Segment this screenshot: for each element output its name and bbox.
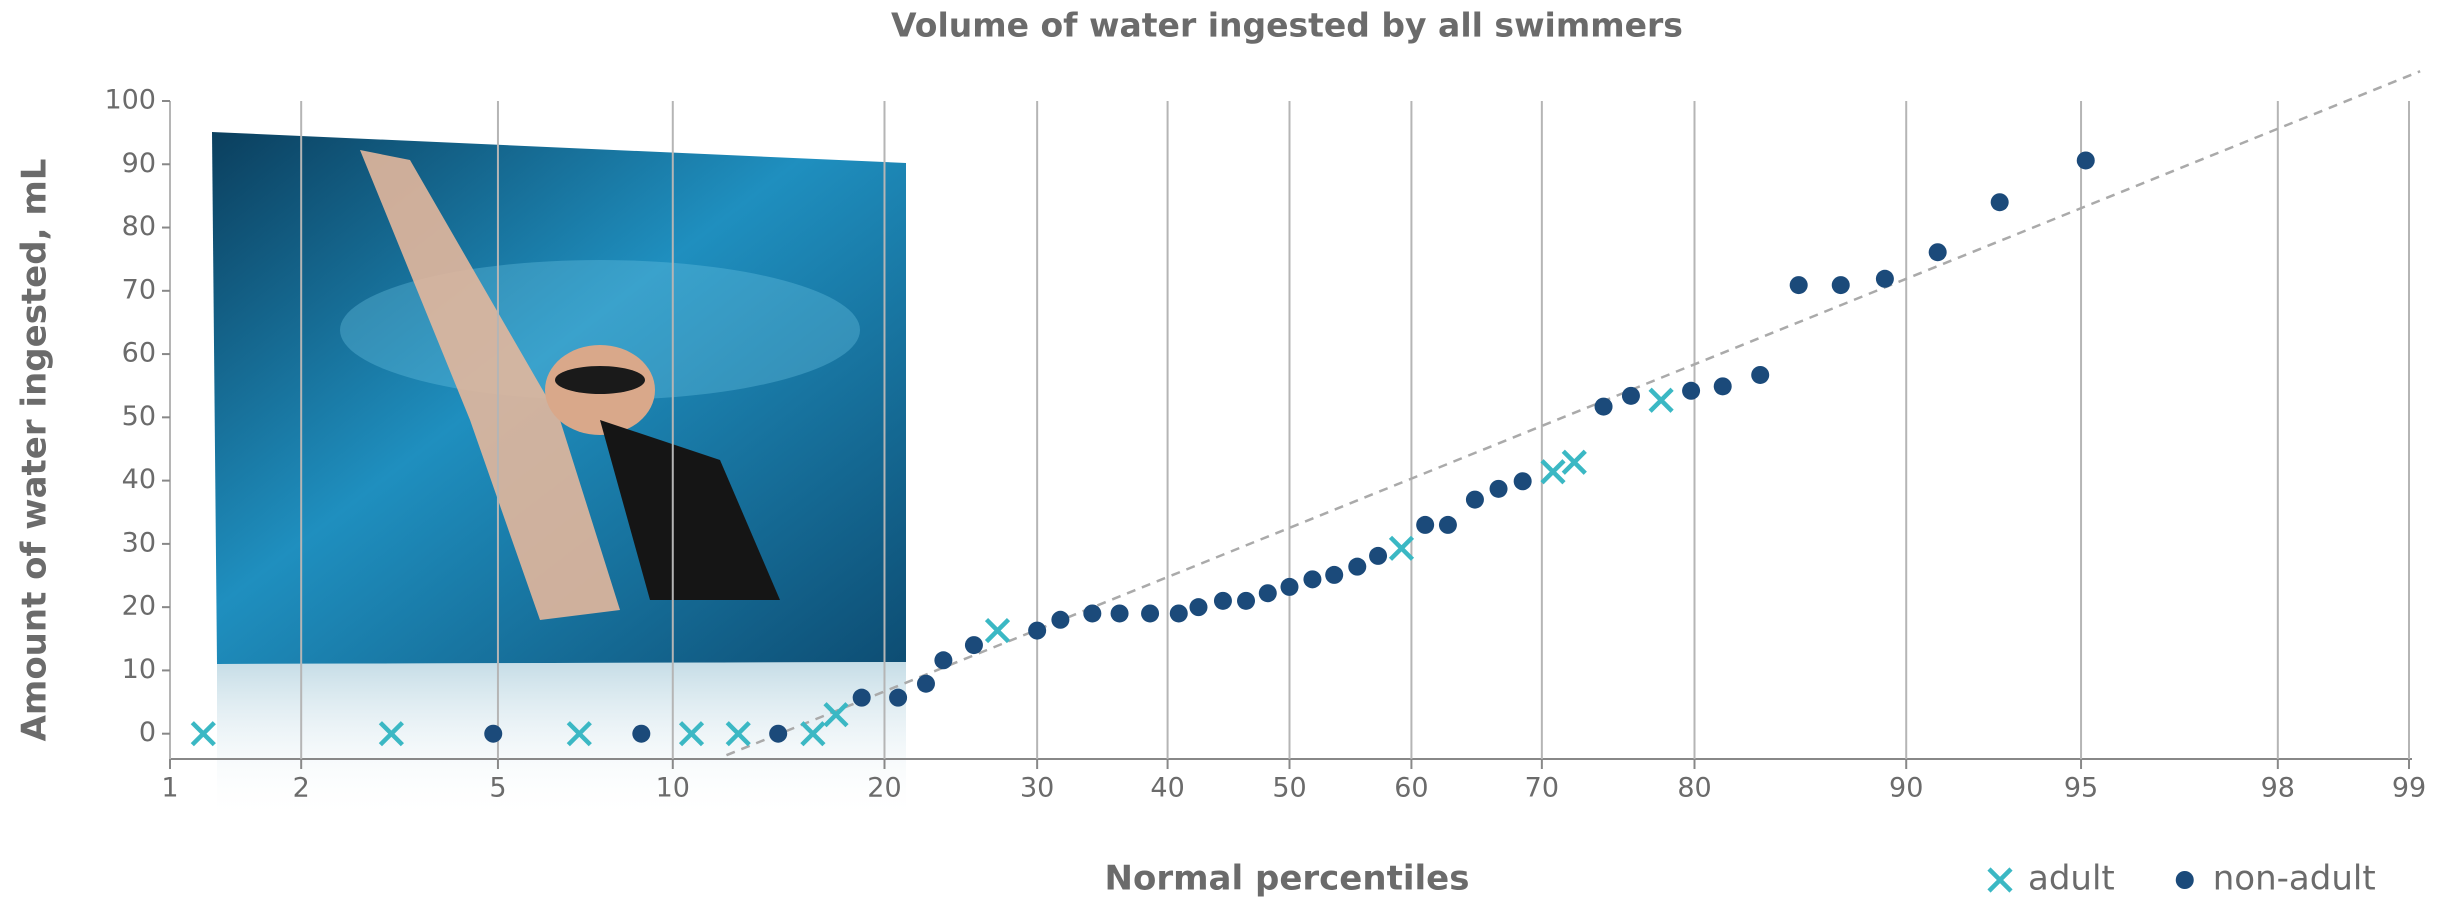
data-point — [1490, 480, 1508, 498]
data-point — [1325, 566, 1343, 584]
data-point — [1514, 472, 1532, 490]
y-tick-label: 30 — [122, 527, 156, 558]
data-point — [1876, 270, 1894, 288]
data-point — [987, 620, 1009, 642]
y-tick-label: 90 — [122, 148, 156, 179]
data-point — [1348, 558, 1366, 576]
data-point — [1214, 592, 1232, 610]
data-point — [1390, 537, 1412, 559]
chart: Volume of water ingested by all swimmers… — [0, 0, 2440, 900]
x-tick-label: 95 — [2064, 773, 2098, 804]
data-point — [1141, 604, 1159, 622]
trend-line — [726, 71, 2420, 755]
data-point — [1714, 377, 1732, 395]
x-tick-label: 5 — [489, 773, 506, 804]
data-point — [934, 651, 952, 669]
y-tick-label: 0 — [139, 717, 156, 748]
data-point — [1542, 461, 1564, 483]
legend-marker — [2176, 871, 2194, 889]
data-point — [484, 725, 502, 743]
data-point — [1929, 243, 1947, 261]
data-point — [1051, 611, 1069, 629]
data-point — [1832, 276, 1850, 294]
data-point — [1466, 491, 1484, 509]
x-tick-label: 90 — [1889, 773, 1923, 804]
legend-label: non-adult — [2213, 859, 2376, 899]
x-tick-label: 2 — [293, 773, 310, 804]
data-point — [1281, 578, 1299, 596]
data-point — [1170, 604, 1188, 622]
y-tick-label: 10 — [122, 654, 156, 685]
data-point — [1991, 193, 2009, 211]
y-tick-label: 70 — [122, 274, 156, 305]
data-point — [889, 689, 907, 707]
x-tick-label: 50 — [1272, 773, 1306, 804]
y-tick-label: 20 — [122, 591, 156, 622]
x-tick-label: 99 — [2392, 773, 2426, 804]
data-point — [1622, 387, 1640, 405]
data-point — [1259, 584, 1277, 602]
data-point — [632, 725, 650, 743]
x-tick-label: 80 — [1677, 773, 1711, 804]
x-tick-label: 70 — [1525, 773, 1559, 804]
x-tick-label: 20 — [867, 773, 901, 804]
x-tick-label: 30 — [1020, 773, 1054, 804]
y-tick-label: 60 — [122, 338, 156, 369]
data-point — [1237, 592, 1255, 610]
data-point — [769, 725, 787, 743]
data-point — [2077, 151, 2095, 169]
y-tick-label: 100 — [104, 85, 156, 116]
data-point — [1439, 516, 1457, 534]
y-tick-label: 40 — [122, 464, 156, 495]
data-point — [192, 723, 214, 745]
y-tick-label: 80 — [122, 211, 156, 242]
data-point — [917, 675, 935, 693]
x-tick-label: 60 — [1394, 773, 1428, 804]
data-point — [1563, 451, 1585, 473]
data-point — [1682, 382, 1700, 400]
data-point — [1369, 547, 1387, 565]
x-axis-title: Normal percentiles — [1105, 859, 1470, 899]
data-point — [1303, 570, 1321, 588]
data-point — [1650, 389, 1672, 411]
data-point — [1083, 604, 1101, 622]
data-point — [965, 636, 983, 654]
data-point — [1595, 398, 1613, 416]
data-point — [1189, 598, 1207, 616]
data-point — [1790, 276, 1808, 294]
data-point — [1028, 622, 1046, 640]
data-point — [853, 689, 871, 707]
trend-line-group — [726, 71, 2420, 755]
photo — [212, 132, 906, 820]
legend-marker — [1989, 869, 2011, 891]
data-point — [1751, 366, 1769, 384]
x-tick-label: 40 — [1150, 773, 1184, 804]
x-tick-label: 10 — [656, 773, 690, 804]
chart-title: Volume of water ingested by all swimmers — [891, 6, 1683, 45]
x-tick-label: 98 — [2261, 773, 2295, 804]
data-point — [1416, 516, 1434, 534]
x-tick-label: 1 — [161, 773, 178, 804]
y-tick-label: 50 — [122, 401, 156, 432]
y-axis-title: Amount of water ingested, mL — [15, 159, 55, 742]
data-point — [1111, 604, 1129, 622]
legend-label: adult — [2028, 859, 2115, 899]
